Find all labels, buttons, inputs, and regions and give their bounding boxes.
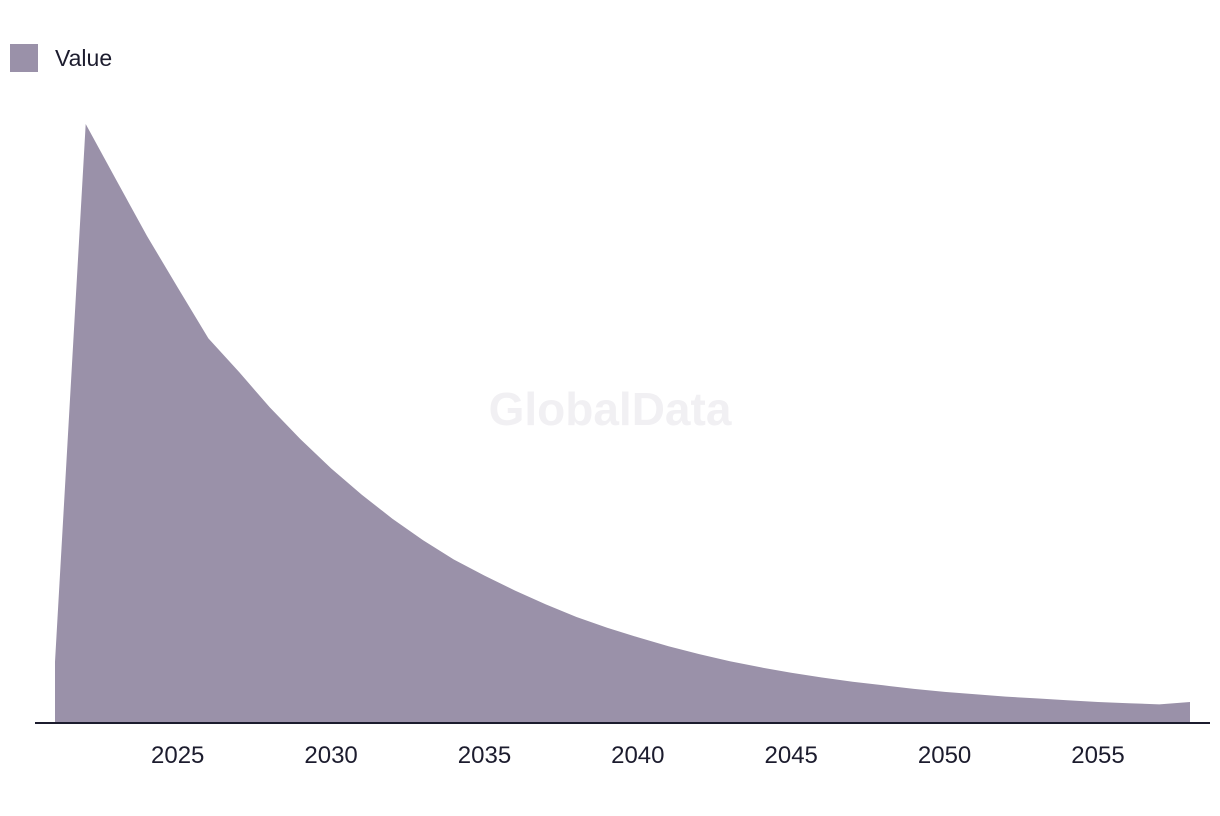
legend-swatch <box>10 44 38 72</box>
x-tick-label: 2035 <box>458 742 511 769</box>
x-tick-label: 2055 <box>1071 742 1124 769</box>
x-tick-label: 2040 <box>611 742 664 769</box>
x-tick-label: 2025 <box>151 742 204 769</box>
area-series-value <box>55 124 1190 723</box>
x-axis-ticks: 2025 2030 2035 2040 2045 2050 2055 <box>151 742 1125 769</box>
x-tick-label: 2045 <box>765 742 818 769</box>
area-layer <box>55 124 1190 723</box>
legend: Value <box>10 44 112 72</box>
watermark: GlobalData <box>489 383 732 435</box>
legend-label: Value <box>55 44 113 71</box>
x-tick-label: 2050 <box>918 742 971 769</box>
x-tick-label: 2030 <box>304 742 357 769</box>
